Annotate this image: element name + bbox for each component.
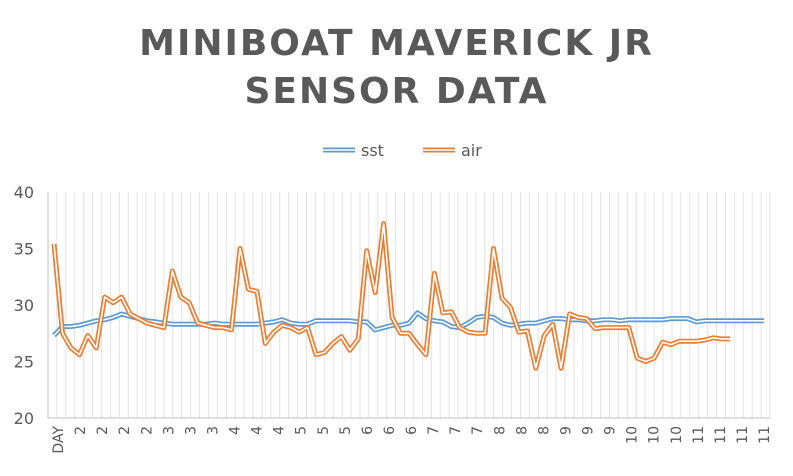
x-tick-label: 2 <box>73 426 89 435</box>
x-tick-label: 11 <box>691 426 707 444</box>
x-tick-label: 10 <box>647 426 663 444</box>
x-tick-label: 5 <box>316 426 332 435</box>
x-tick-label: 7 <box>470 426 486 435</box>
legend: sst air <box>323 141 482 160</box>
x-tick-label: 7 <box>426 426 442 435</box>
x-tick-label: 8 <box>536 426 552 435</box>
y-tick-label: 25 <box>14 353 34 372</box>
chart-title-line-2: SENSOR DATA <box>244 71 549 112</box>
x-tick-label: DAY <box>51 426 67 454</box>
x-tick-label: 4 <box>228 426 244 435</box>
x-tick-label: 4 <box>250 426 266 435</box>
legend-label-sst: sst <box>361 141 384 160</box>
x-tick-label: 3 <box>183 426 199 435</box>
x-tick-label: 11 <box>757 426 773 444</box>
legend-label-air: air <box>461 141 482 160</box>
x-tick-label: 10 <box>625 426 641 444</box>
y-tick-label: 35 <box>14 240 34 259</box>
x-tick-label: 6 <box>404 426 420 435</box>
x-tick-label: 8 <box>492 426 508 435</box>
x-tick-label: 6 <box>382 426 398 435</box>
x-tick-label: 9 <box>558 426 574 435</box>
series-lines <box>51 221 764 371</box>
y-tick-label: 40 <box>14 183 34 202</box>
x-tick-label: 2 <box>95 426 111 435</box>
x-tick-label: 8 <box>514 426 530 435</box>
series-line-air-inner <box>53 222 731 370</box>
x-tick-label: 3 <box>161 426 177 435</box>
x-tick-label: 9 <box>581 426 597 435</box>
x-tick-label: 4 <box>272 426 288 435</box>
x-tick-label: 7 <box>448 426 464 435</box>
series-line-sst-inner <box>53 312 764 337</box>
x-tick-label: 6 <box>360 426 376 435</box>
axes <box>47 192 770 419</box>
x-tick-label: 11 <box>713 426 729 444</box>
x-tick-label: 5 <box>294 426 310 435</box>
y-tick-label: 20 <box>14 409 34 428</box>
y-tick-labels: 20 25 30 35 40 <box>14 183 34 428</box>
x-tick-label: 10 <box>669 426 685 444</box>
y-tick-label: 30 <box>14 296 34 315</box>
x-tick-labels: DAY 2 2 2 2 3 3 3 4 4 4 5 5 5 6 6 6 7 7 7 8 8 8 9 9 9 10 10 10 11 11 11… <box>51 426 773 454</box>
x-tick-label: 9 <box>603 426 619 435</box>
gridlines <box>47 192 771 418</box>
x-tick-label: 2 <box>117 426 133 435</box>
x-tick-label: 5 <box>338 426 354 435</box>
x-tick-label: 3 <box>205 426 221 435</box>
chart-title-line-1: MINIBOAT MAVERICK JR <box>139 23 654 64</box>
x-tick-label: 11 <box>735 426 751 444</box>
x-tick-label: 2 <box>139 426 155 435</box>
